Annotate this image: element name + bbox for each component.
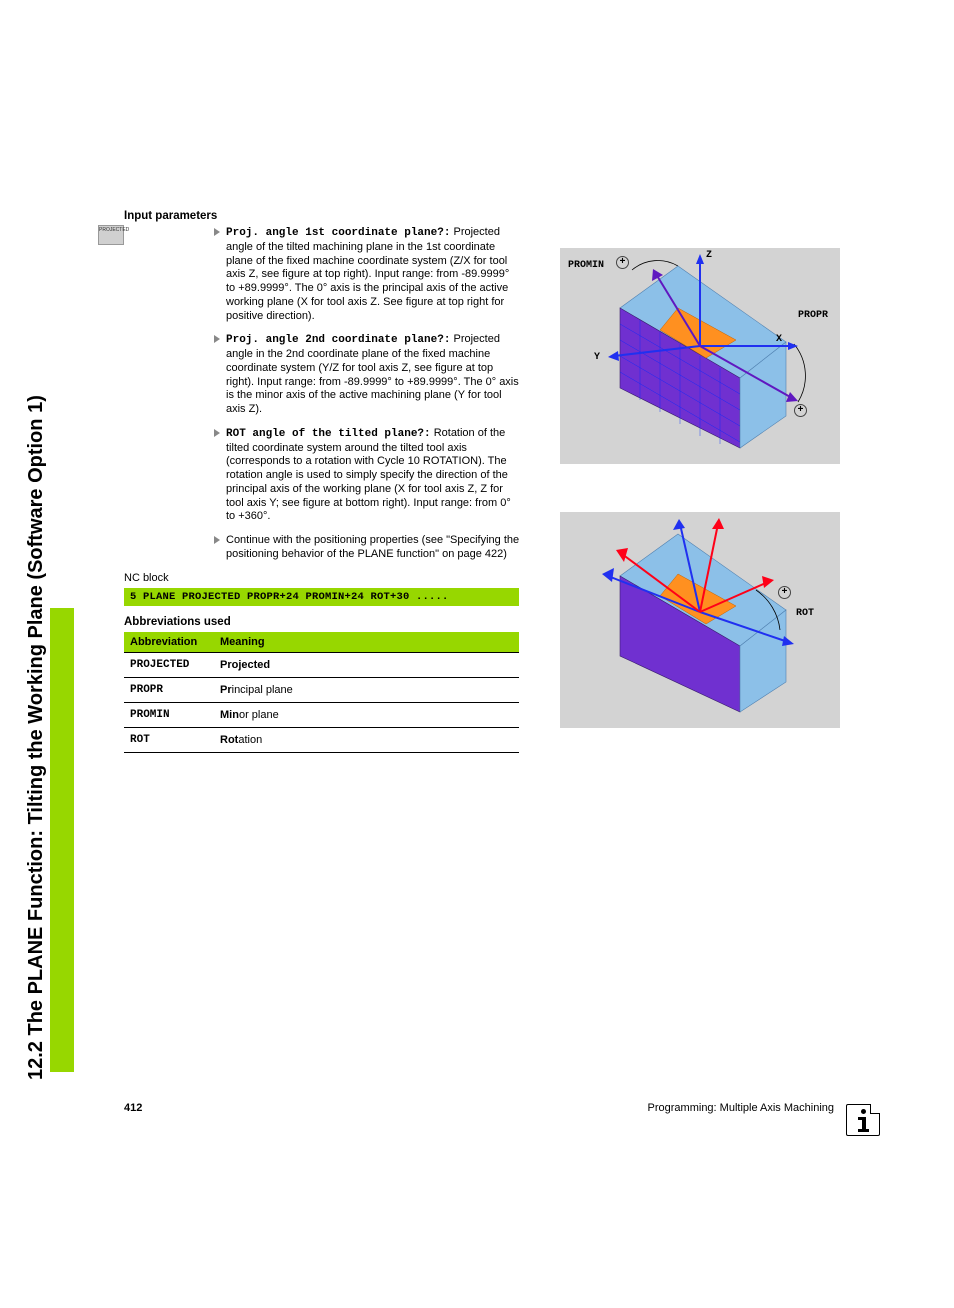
nc-code-block: 5 PLANE PROJECTED PROPR+24 PROMIN+24 ROT… xyxy=(124,588,519,606)
projected-badge: PROJECTED xyxy=(98,225,124,245)
triangle-bullet-icon xyxy=(214,335,220,343)
parameter-list: Proj. angle 1st coordinate plane?: Proje… xyxy=(216,226,520,562)
abbr-cell: PROPR xyxy=(124,677,214,702)
table-row: PROPR Principal plane xyxy=(124,677,519,702)
fig-plus-icon: + xyxy=(778,586,791,599)
main-content: Input parameters Proj. angle 1st coordin… xyxy=(124,210,520,753)
footer-chapter-text: Programming: Multiple Axis Machining xyxy=(648,1102,834,1114)
param-label: Proj. angle 2nd coordinate plane?: xyxy=(226,334,450,346)
meaning-cell: Principal plane xyxy=(214,677,519,702)
sidebar-green-bar xyxy=(50,608,74,1072)
abbreviations-table: Abbreviation Meaning PROJECTED Projected… xyxy=(124,632,519,753)
param-item: Proj. angle 1st coordinate plane?: Proje… xyxy=(216,226,520,323)
param-label: Proj. angle 1st coordinate plane?: xyxy=(226,227,450,239)
meaning-cell: Minor plane xyxy=(214,702,519,727)
fig-plus-icon: + xyxy=(794,404,807,417)
triangle-bullet-icon xyxy=(214,429,220,437)
page-number: 412 xyxy=(124,1102,142,1114)
info-icon xyxy=(846,1104,882,1140)
fig-plus-icon: + xyxy=(616,256,629,269)
triangle-bullet-icon xyxy=(214,228,220,236)
abbr-cell: PROMIN xyxy=(124,702,214,727)
table-header-meaning: Meaning xyxy=(214,632,519,653)
param-text: Continue with the positioning properties… xyxy=(226,534,519,560)
table-row: PROJECTED Projected xyxy=(124,652,519,677)
fig-label-propr: PROPR xyxy=(798,310,828,321)
nc-block-label: NC block xyxy=(124,572,520,584)
fig-label-x: X xyxy=(776,334,782,345)
meaning-cell: Projected xyxy=(214,652,519,677)
param-item: Proj. angle 2nd coordinate plane?: Proje… xyxy=(216,333,520,417)
triangle-bullet-icon xyxy=(214,536,220,544)
sidebar-section-title: 12.2 The PLANE Function: Tilting the Wor… xyxy=(26,395,46,1080)
param-item: Continue with the positioning properties… xyxy=(216,534,520,562)
param-text: Rotation of the tilted coordinate system… xyxy=(226,427,511,523)
fig-label-y: Y xyxy=(594,352,600,363)
table-header-abbr: Abbreviation xyxy=(124,632,214,653)
abbreviations-heading: Abbreviations used xyxy=(124,616,520,628)
fig-label-z: Z xyxy=(706,250,712,261)
abbr-cell: PROJECTED xyxy=(124,652,214,677)
param-item: ROT angle of the tilted plane?: Rotation… xyxy=(216,427,520,524)
input-parameters-heading: Input parameters xyxy=(124,210,520,222)
table-row: PROMIN Minor plane xyxy=(124,702,519,727)
param-text: Projected angle of the tilted machining … xyxy=(226,226,509,322)
table-row: ROT Rotation xyxy=(124,727,519,752)
param-label: ROT angle of the tilted plane?: xyxy=(226,428,431,440)
fig-label-rot: ROT xyxy=(796,608,814,619)
meaning-cell: Rotation xyxy=(214,727,519,752)
figure-top: PROMIN + Z Y X PROPR + xyxy=(560,248,840,464)
fig-label-promin: PROMIN xyxy=(568,260,604,271)
abbr-cell: ROT xyxy=(124,727,214,752)
figure-bottom: + ROT xyxy=(560,512,840,728)
